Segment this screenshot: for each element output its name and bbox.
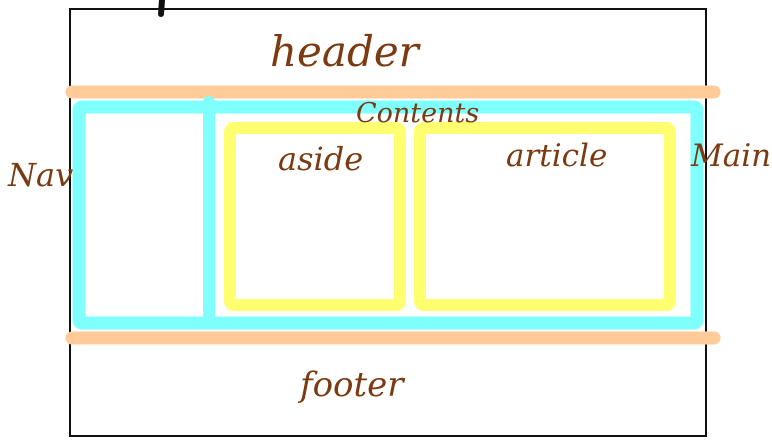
aside-box	[224, 122, 406, 311]
article-box	[414, 122, 676, 311]
nav-label: Nav	[7, 156, 73, 194]
header-label: header	[270, 27, 422, 76]
footer-label: footer	[297, 365, 405, 405]
contents-label: Contents	[356, 98, 479, 129]
pen-stroke	[158, 0, 165, 17]
aside-label: aside	[278, 140, 363, 178]
article-label: article	[506, 138, 607, 174]
page-frame	[69, 8, 707, 437]
contents-box	[72, 100, 704, 330]
main-label: Main	[690, 138, 771, 174]
